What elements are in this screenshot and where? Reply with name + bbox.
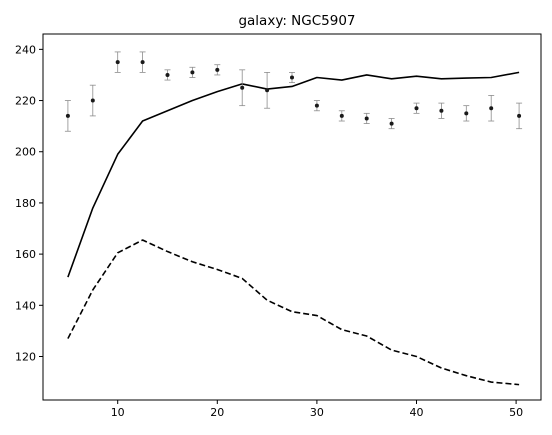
x-tick-label-30: 30 <box>310 406 324 419</box>
axis-ticks: 10 20 30 40 50 120 140 160 180 200 220 240 <box>15 43 523 419</box>
data-point-17 <box>489 106 494 111</box>
y-tick-label-240: 240 <box>15 43 36 56</box>
solid-series-line <box>67 71 520 278</box>
data-point-5 <box>190 70 195 75</box>
y-tick-label-140: 140 <box>15 299 36 312</box>
data-point-15 <box>439 108 444 113</box>
data-point-14 <box>414 106 419 111</box>
data-point-11 <box>339 113 344 118</box>
y-tick-label-220: 220 <box>15 95 36 108</box>
data-point-7 <box>240 85 245 90</box>
data-point-4 <box>165 72 170 77</box>
data-point-9 <box>290 75 294 80</box>
data-point-0 <box>65 113 70 118</box>
data-point-3 <box>140 60 145 65</box>
data-point-8 <box>265 88 270 93</box>
plot-marks <box>64 51 523 386</box>
axes-frame <box>42 33 542 401</box>
x-tick-label-20: 20 <box>210 406 224 419</box>
y-tick-label-120: 120 <box>15 350 36 363</box>
y-tick-label-200: 200 <box>15 146 36 159</box>
data-point-18 <box>517 113 522 118</box>
data-point-13 <box>389 121 394 126</box>
data-point-12 <box>364 116 369 121</box>
data-point-6 <box>215 67 220 72</box>
y-tick-label-160: 160 <box>15 248 36 261</box>
x-tick-label-10: 10 <box>111 406 125 419</box>
data-point-10 <box>314 103 319 108</box>
x-tick-label-40: 40 <box>410 406 424 419</box>
data-point-2 <box>115 60 120 65</box>
data-point-1 <box>90 98 95 103</box>
data-point-16 <box>464 111 469 116</box>
x-tick-label-50: 50 <box>509 406 523 419</box>
chart-title: galaxy: NGC5907 <box>238 13 355 29</box>
y-tick-label-180: 180 <box>15 197 36 210</box>
dashed-series-line <box>67 239 520 386</box>
